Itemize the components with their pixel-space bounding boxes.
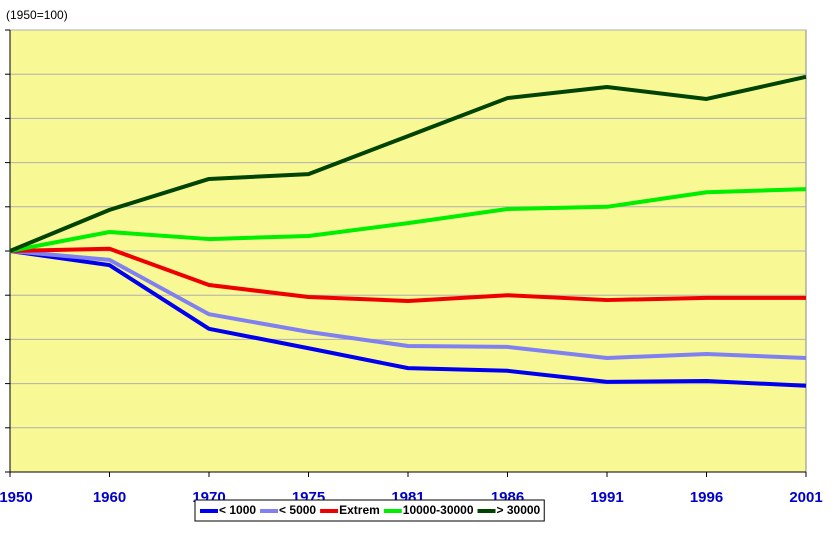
x-tick-label: 1950 xyxy=(0,489,33,506)
series-line xyxy=(9,74,807,253)
x-tick-label: 1996 xyxy=(690,489,723,506)
series-line xyxy=(9,249,807,388)
x-tick-label: 1960 xyxy=(93,489,126,506)
legend-label: < 5000 xyxy=(279,503,316,517)
legend-label: > 30000 xyxy=(497,503,541,517)
legend-box xyxy=(194,499,545,522)
legend-label: Extrem xyxy=(339,503,380,517)
series-line xyxy=(9,187,807,253)
legend-label: < 1000 xyxy=(219,503,256,517)
chart-title: (1950=100) xyxy=(6,8,68,22)
series-line xyxy=(9,249,807,360)
series-line xyxy=(9,246,806,303)
legend-label: 10000-30000 xyxy=(403,503,474,517)
x-tick-label: 1991 xyxy=(590,489,623,506)
x-tick-label: 2001 xyxy=(789,489,822,506)
legend: < 1000 < 5000 Extrem 10000-30000 > 30000 xyxy=(194,499,545,522)
